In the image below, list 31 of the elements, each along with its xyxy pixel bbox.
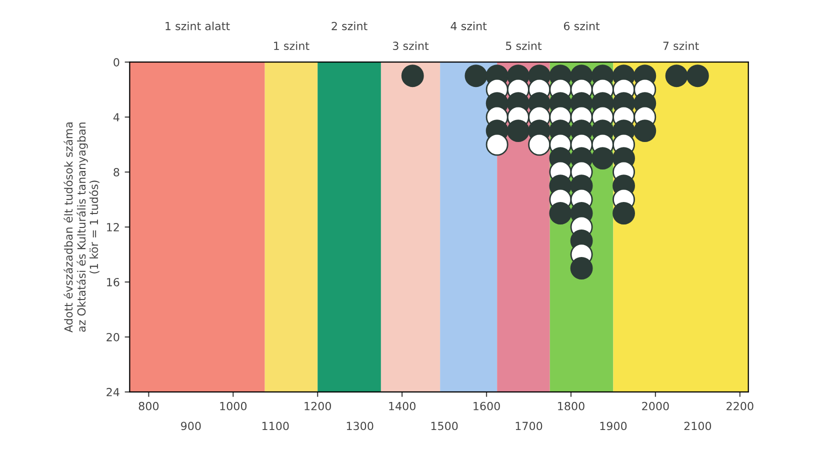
x-tick-label: 1400 xyxy=(389,402,416,410)
y-tick-label: 4 xyxy=(113,113,120,122)
x-tick-label: 1200 xyxy=(304,402,332,410)
x-tick-label: 2000 xyxy=(642,402,669,410)
y-tick-label: 12 xyxy=(107,223,119,232)
band-label: 7 szint xyxy=(663,41,699,50)
x-tick-label: 800 xyxy=(138,402,159,410)
x2-tick-label: 1100 xyxy=(262,422,289,430)
band-label: 3 szint xyxy=(393,41,429,50)
x2-tick-label: 900 xyxy=(181,422,201,430)
x2-tick-label: 1900 xyxy=(600,422,627,430)
y-tick-label: 0 xyxy=(114,58,120,66)
x-tick-label: 1000 xyxy=(220,402,247,410)
band-label: 6 szint xyxy=(564,22,600,30)
x2-tick-label: 2100 xyxy=(684,422,712,430)
x-tick-label: 1600 xyxy=(474,402,500,410)
band-label: 2 szint xyxy=(332,22,368,30)
y-tick-label: 24 xyxy=(106,388,120,396)
x-tick-label: 1800 xyxy=(558,402,584,410)
band-label: 4 szint xyxy=(450,22,487,30)
y-tick-label: 16 xyxy=(107,278,120,286)
y-tick-label: 20 xyxy=(106,332,120,342)
x-tick-label: 2200 xyxy=(726,402,754,410)
y-axis-title: Adott évszázadban élt tudósok száma az Oktatási és Kulturális tananyagban (1 kör = 1 tudós) xyxy=(64,122,100,333)
x2-tick-label: 1300 xyxy=(346,422,374,430)
x2-tick-label: 1700 xyxy=(516,422,542,430)
band-label: 5 szint xyxy=(506,41,542,50)
x2-tick-label: 1500 xyxy=(431,422,458,430)
band-label: 1 szint alatt xyxy=(166,22,230,30)
y-tick-label: 8 xyxy=(114,168,120,176)
band-label: 1 szint xyxy=(274,41,310,50)
